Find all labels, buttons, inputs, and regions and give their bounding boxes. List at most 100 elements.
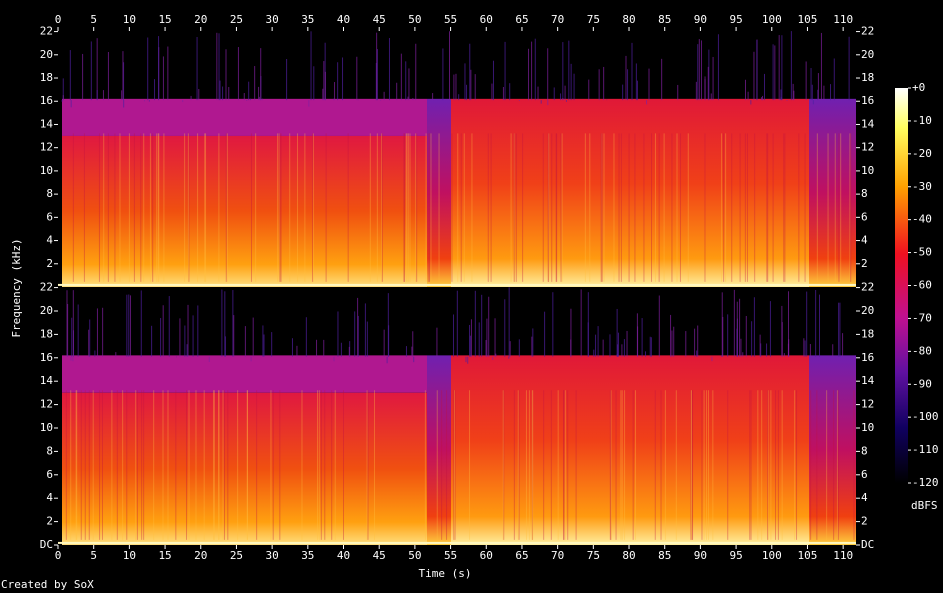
y-tick-label: 10: [861, 421, 874, 434]
x-tick-label: 45: [373, 549, 386, 562]
y-tick-label: 2: [861, 515, 868, 528]
seg: [427, 355, 451, 545]
y-tick-label: 6: [861, 468, 868, 481]
y-tick-label: 8: [46, 444, 53, 457]
x-tick-label: 85: [658, 13, 671, 26]
x-tick-label: 35: [301, 549, 314, 562]
y-tick-label: 14: [40, 117, 54, 130]
x-tick-label: 0: [55, 549, 62, 562]
y-tick-label: DC: [40, 538, 53, 551]
x-tick-label: 15: [158, 549, 171, 562]
x-tick-label: 65: [515, 13, 528, 26]
x-tick-label: 105: [798, 549, 818, 562]
x-tick-label: 30: [266, 13, 279, 26]
colorbar-tick-label: -80: [912, 344, 932, 357]
x-tick-label: 10: [123, 549, 136, 562]
y-tick-label: 16: [40, 351, 53, 364]
y-tick-label: 2: [861, 257, 868, 270]
seg: [62, 392, 427, 545]
x-tick-label: 55: [444, 549, 457, 562]
x-tick-label: 110: [833, 13, 853, 26]
x-tick-label: 30: [266, 549, 279, 562]
x-tick-label: 15: [158, 13, 171, 26]
y-tick-label: 22: [861, 281, 874, 294]
y-tick-label: 22: [40, 281, 53, 294]
colorbar-tick-label: -100: [912, 410, 939, 423]
y-tick-label: 18: [40, 71, 53, 84]
y-tick-label: 6: [46, 210, 53, 223]
x-tick-label: 25: [230, 549, 243, 562]
spectrogram-image: [58, 31, 856, 545]
colorbar-tick-label: +0: [912, 81, 925, 94]
x-tick-label: 55: [444, 13, 457, 26]
x-tick-label: 70: [551, 13, 564, 26]
y-tick-label: 12: [40, 141, 53, 154]
x-tick-label: 110: [833, 549, 853, 562]
y-tick-label: 4: [861, 491, 868, 504]
y-tick-label: 6: [46, 468, 53, 481]
x-axis-label: Time (s): [419, 567, 472, 580]
y-tick-label: 8: [861, 444, 868, 457]
y-tick-label: DC: [861, 538, 874, 551]
colorbar-tick-label: -30: [912, 180, 932, 193]
seg: [427, 98, 451, 287]
baseline: [58, 541, 856, 544]
y-tick-label: 22: [40, 25, 53, 38]
seg: [451, 355, 809, 545]
y-tick-label: 14: [40, 374, 54, 387]
band: [62, 355, 427, 393]
colorbar-tick-label: -110: [912, 443, 939, 456]
y-tick-label: 4: [46, 491, 53, 504]
footer: Created by SoX: [1, 578, 94, 591]
y-tick-label: 14: [861, 374, 875, 387]
x-tick-label: 0: [55, 13, 62, 26]
y-tick-label: 10: [40, 164, 53, 177]
colorbar-tick-label: -70: [912, 311, 932, 324]
colorbar-tick-label: -10: [912, 114, 932, 127]
x-tick-label: 50: [408, 549, 421, 562]
y-tick-label: 20: [40, 48, 53, 61]
x-tick-label: 5: [90, 549, 97, 562]
x-tick-label: 45: [373, 13, 386, 26]
x-tick-label: 20: [194, 13, 207, 26]
seg: [809, 98, 856, 287]
x-tick-label: 60: [480, 549, 493, 562]
seg: [809, 355, 856, 545]
x-tick-label: 65: [515, 549, 528, 562]
x-tick-label: 40: [337, 549, 350, 562]
y-tick-label: 12: [40, 398, 53, 411]
x-tick-label: 40: [337, 13, 350, 26]
y-tick-label: 6: [861, 210, 868, 223]
colorbar-tick-label: -60: [912, 279, 932, 292]
seg: [451, 98, 809, 287]
y-tick-label: 18: [861, 327, 874, 340]
x-tick-label: 25: [230, 13, 243, 26]
x-tick-label: 95: [729, 549, 742, 562]
baseline: [58, 283, 856, 286]
x-tick-label: 75: [587, 13, 600, 26]
y-tick-label: 4: [861, 234, 868, 247]
x-tick-label: 75: [587, 549, 600, 562]
colorbar-label: dBFS: [911, 499, 938, 512]
x-tick-label: 60: [480, 13, 493, 26]
y-tick-label: 12: [861, 398, 874, 411]
y-tick-label: 20: [861, 304, 874, 317]
colorbar-tick-label: -50: [912, 246, 932, 259]
y-tick-label: 18: [40, 327, 53, 340]
y-tick-label: 4: [46, 234, 53, 247]
y-tick-label: 10: [40, 421, 53, 434]
x-tick-label: 70: [551, 549, 564, 562]
y-tick-label: 8: [46, 187, 53, 200]
y-tick-label: 2: [46, 515, 53, 528]
x-tick-label: 80: [622, 13, 635, 26]
colorbar-tick-label: -90: [912, 377, 932, 390]
y-tick-label: 16: [861, 94, 874, 107]
y-tick-label: 16: [861, 351, 874, 364]
y-tick-label: 8: [861, 187, 868, 200]
band: [62, 98, 427, 136]
y-tick-label: 2: [46, 257, 53, 270]
seg: [62, 135, 427, 287]
x-tick-label: 80: [622, 549, 635, 562]
x-tick-label: 105: [798, 13, 818, 26]
x-tick-label: 95: [729, 13, 742, 26]
